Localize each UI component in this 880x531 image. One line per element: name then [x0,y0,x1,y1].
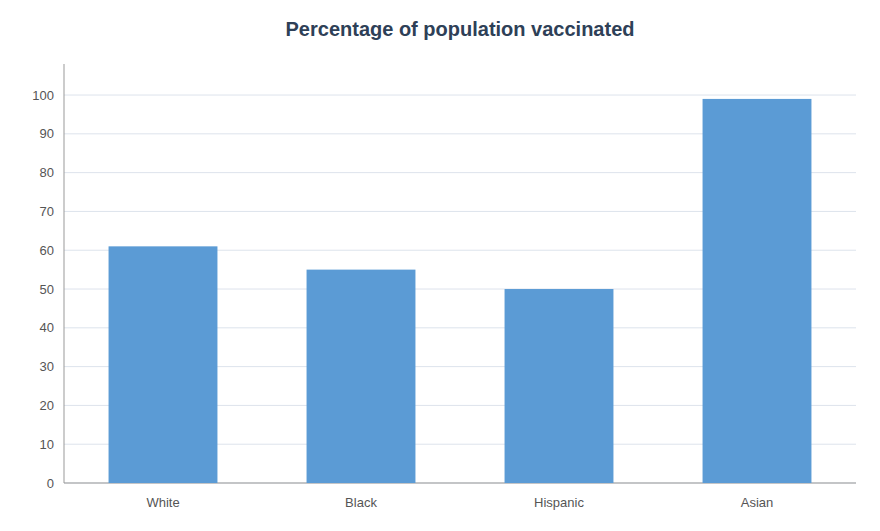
bar [307,270,416,483]
y-tick-label: 80 [40,165,54,180]
chart-svg: Percentage of population vaccinated 0 10 20… [0,0,880,531]
y-tick-label: 60 [40,243,54,258]
y-tick-label: 50 [40,282,54,297]
x-tick-label: Asian [741,495,774,510]
bar [703,99,812,483]
bar [505,289,614,483]
bars [109,99,812,483]
y-tick-label: 100 [32,88,54,103]
grid [64,95,856,483]
x-tick-label: Hispanic [534,495,584,510]
title: Percentage of population vaccinated [286,18,635,40]
x-tick-label: White [146,495,179,510]
y-tick-label: 0 [47,476,54,491]
grid-line [64,95,856,96]
y-tick-label: 10 [40,437,54,452]
y-tick-label: 70 [40,204,54,219]
y-tick-label: 30 [40,359,54,374]
x-tick-label: Black [345,495,377,510]
y-axis-line [64,64,65,483]
chart-container: Percentage of population vaccinated 0 10 20… [0,0,880,531]
y-tick-label: 20 [40,398,54,413]
y-tick-label: 90 [40,126,54,141]
bar [109,246,218,483]
y-tick-label: 40 [40,320,54,335]
